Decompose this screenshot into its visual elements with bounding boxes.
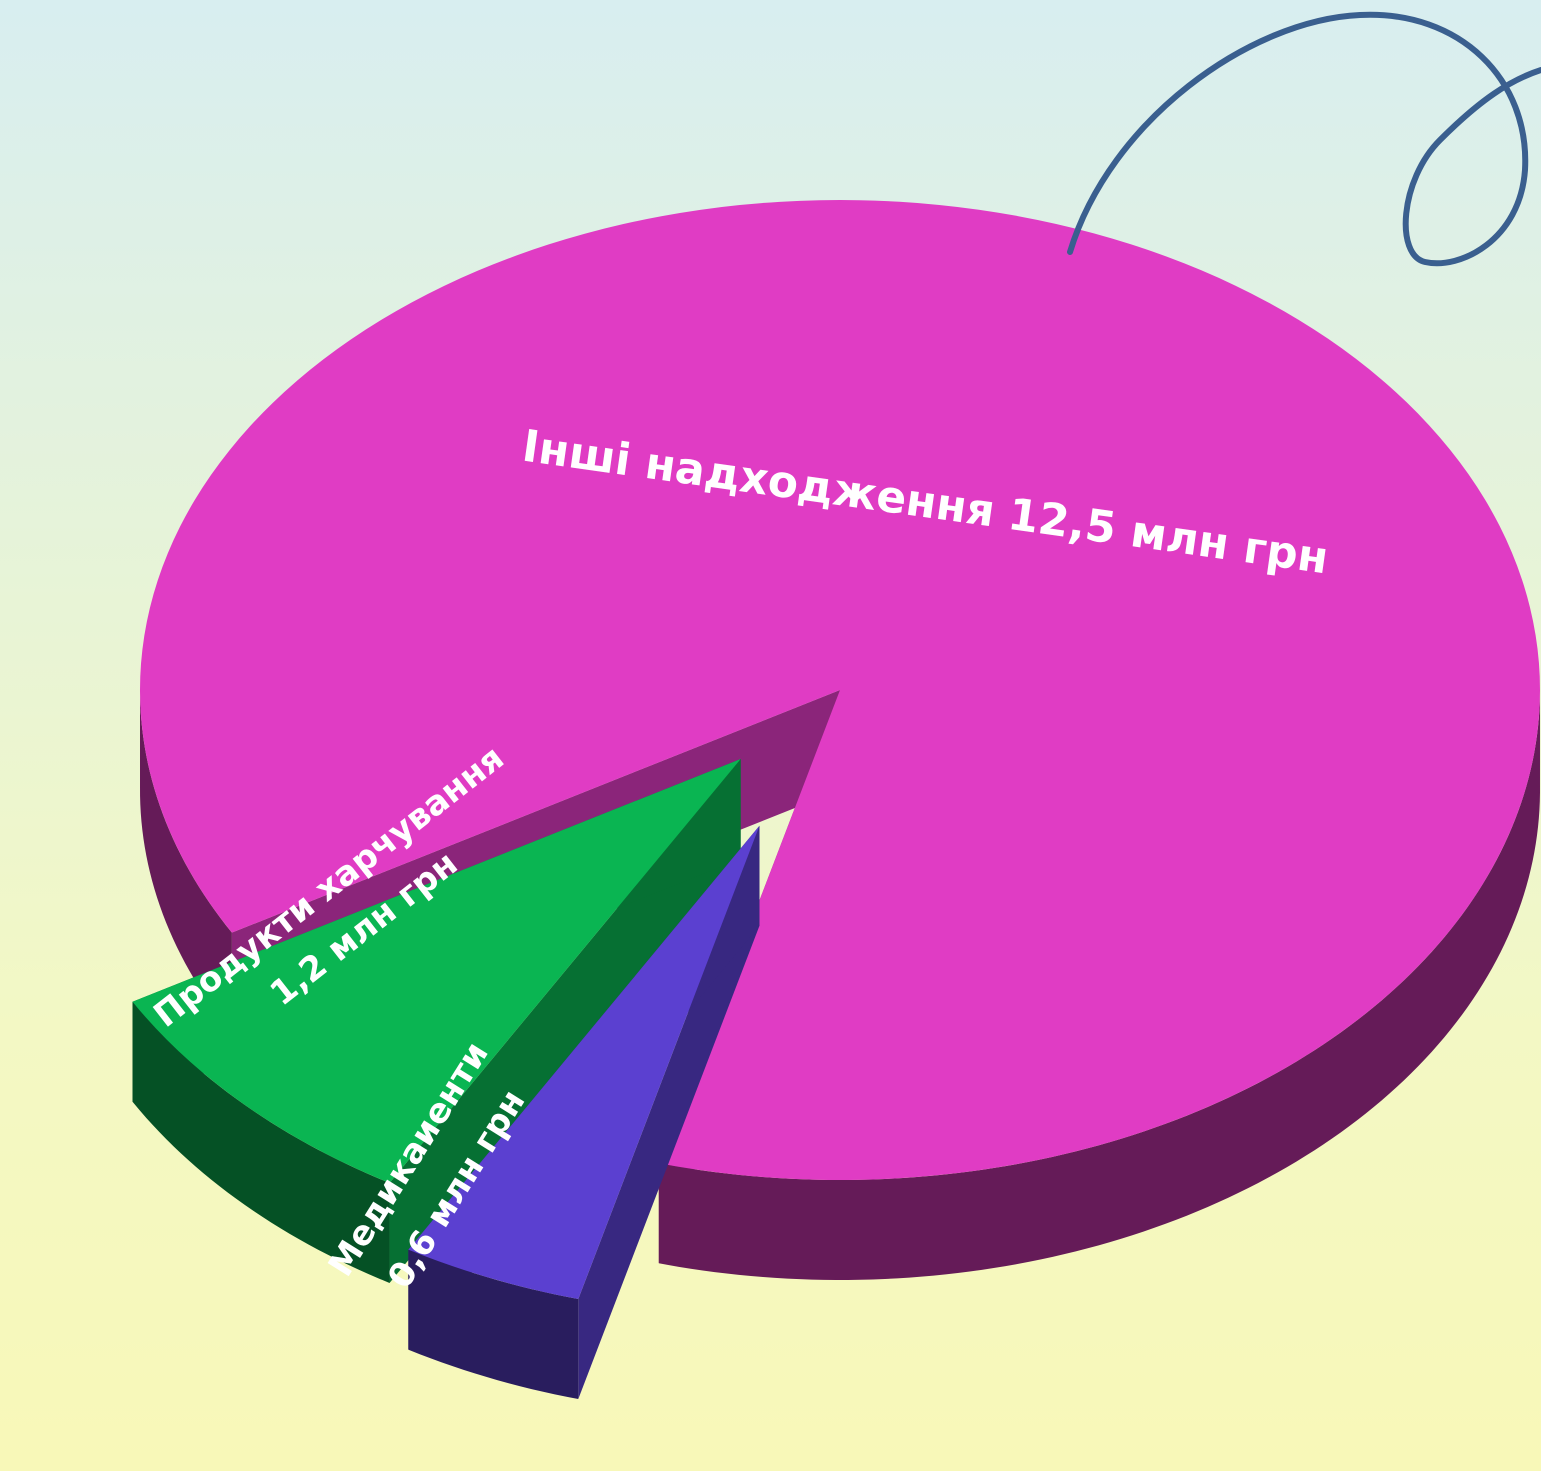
slice-side: [658, 692, 1540, 1280]
decoration-curve: [1067, 11, 1541, 267]
slice: [408, 825, 760, 1300]
slice-side: [140, 687, 232, 1033]
slice: [132, 759, 741, 1183]
slice-side: [132, 1001, 390, 1283]
slice: [139, 199, 1541, 1181]
slice-side: [408, 1249, 579, 1400]
pie: [132, 199, 1541, 1400]
